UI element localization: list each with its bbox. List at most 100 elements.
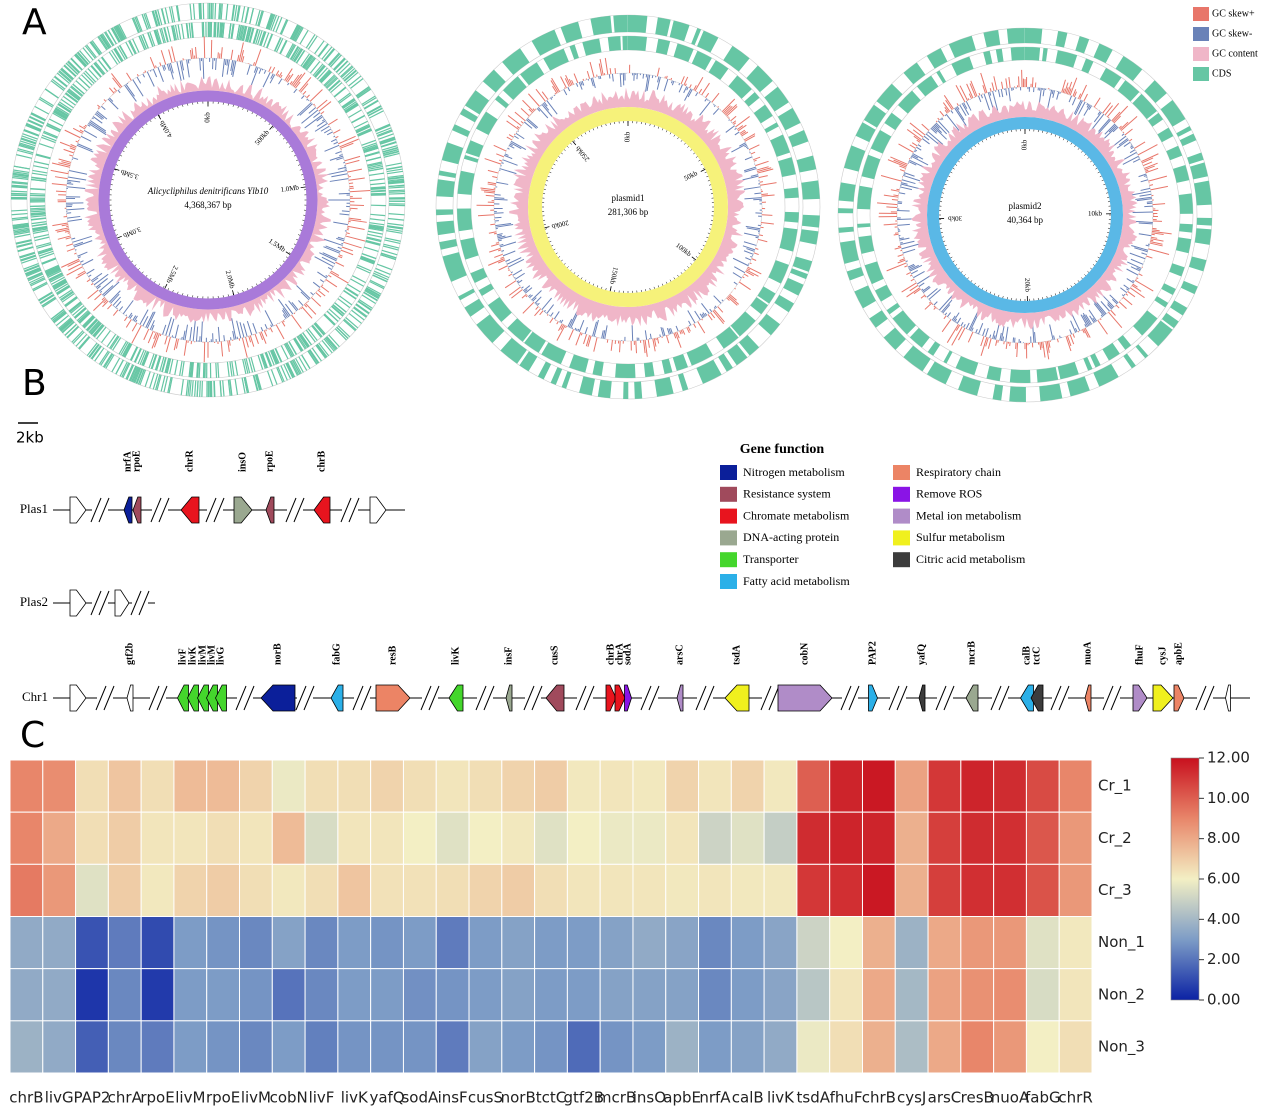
cds bbox=[323, 338, 335, 352]
gc-skew bbox=[911, 269, 919, 275]
gc-skew bbox=[282, 308, 290, 318]
gc-skew bbox=[556, 321, 559, 325]
cds bbox=[287, 362, 296, 378]
cds bbox=[30, 205, 46, 208]
cds bbox=[32, 225, 48, 230]
cds bbox=[289, 24, 299, 40]
cds bbox=[292, 359, 301, 375]
gene-arrow bbox=[187, 684, 199, 712]
heatmap-cell bbox=[960, 916, 995, 970]
gc-skew bbox=[1084, 323, 1087, 328]
slash bbox=[348, 497, 360, 523]
column-label: livG bbox=[45, 1089, 74, 1107]
gc-skew bbox=[684, 83, 687, 87]
minor-tick bbox=[182, 104, 184, 107]
gc-skew bbox=[268, 66, 272, 72]
gc-skew bbox=[1104, 125, 1118, 139]
gc-skew bbox=[293, 312, 296, 315]
cds bbox=[38, 250, 54, 257]
cds bbox=[983, 29, 1001, 48]
cds bbox=[356, 266, 371, 274]
cds bbox=[344, 287, 359, 297]
cds bbox=[144, 12, 152, 29]
cds bbox=[1161, 312, 1179, 329]
gc-skew bbox=[556, 325, 566, 341]
heatmap-cell bbox=[796, 759, 831, 813]
cds bbox=[1036, 366, 1059, 383]
cds bbox=[569, 354, 589, 373]
cds bbox=[369, 172, 385, 176]
gc-skew bbox=[1129, 252, 1146, 260]
cds bbox=[32, 169, 48, 174]
gc-skew bbox=[111, 73, 123, 88]
cds bbox=[271, 349, 279, 364]
gc-skew bbox=[68, 263, 82, 271]
gc-skew bbox=[580, 332, 583, 336]
gc-skew bbox=[314, 256, 334, 268]
gc-skew bbox=[1140, 187, 1151, 191]
cds bbox=[294, 27, 304, 42]
cds bbox=[369, 280, 385, 290]
cds bbox=[285, 343, 294, 357]
cds bbox=[361, 139, 376, 146]
gc-skew bbox=[223, 335, 225, 342]
gc-skew bbox=[1122, 296, 1133, 306]
gc-skew bbox=[348, 217, 362, 221]
cds bbox=[168, 377, 173, 394]
cds bbox=[376, 127, 392, 135]
gc-skew bbox=[279, 74, 283, 79]
cds bbox=[41, 134, 57, 142]
gc-skew bbox=[750, 151, 756, 155]
gc-skew bbox=[1151, 230, 1172, 235]
cds bbox=[135, 16, 143, 32]
gc-skew bbox=[535, 302, 538, 305]
gc-skew bbox=[551, 96, 553, 99]
minor-tick bbox=[247, 109, 249, 112]
gc-skew bbox=[337, 236, 345, 240]
gc-skew bbox=[91, 117, 94, 120]
cds bbox=[94, 347, 105, 362]
gc-skew bbox=[506, 136, 513, 141]
minor-tick bbox=[1101, 179, 1104, 182]
gene-label: cysJ bbox=[1157, 647, 1168, 665]
gc-skew bbox=[149, 70, 152, 72]
cds bbox=[840, 240, 860, 264]
gc-skew bbox=[742, 276, 745, 279]
cds bbox=[287, 44, 297, 59]
minor-tick bbox=[128, 256, 131, 259]
gc-skew bbox=[1129, 138, 1133, 142]
gc-skew bbox=[536, 302, 540, 306]
minor-tick bbox=[242, 290, 244, 293]
cds bbox=[285, 363, 294, 379]
heatmap-cell bbox=[271, 759, 306, 813]
cds bbox=[367, 165, 383, 170]
gc-skew bbox=[1059, 91, 1061, 94]
cds bbox=[50, 276, 65, 285]
cds bbox=[312, 63, 324, 76]
slash bbox=[648, 685, 660, 711]
cds bbox=[198, 3, 201, 20]
cds bbox=[380, 252, 397, 259]
cds bbox=[909, 327, 930, 348]
gc-skew bbox=[657, 76, 660, 83]
gc-skew bbox=[721, 98, 736, 113]
gc-skew bbox=[262, 72, 271, 88]
cds bbox=[289, 360, 299, 376]
minor-tick bbox=[677, 274, 679, 277]
gc-skew bbox=[1081, 329, 1085, 334]
gc-skew bbox=[1016, 342, 1019, 358]
gc-skew bbox=[897, 254, 904, 257]
gc-skew bbox=[965, 322, 970, 329]
cds bbox=[25, 124, 41, 132]
gc-skew bbox=[504, 154, 513, 160]
minor-tick bbox=[680, 272, 683, 274]
gc-skew bbox=[510, 142, 522, 150]
gc-skew bbox=[488, 258, 505, 266]
cds bbox=[948, 35, 977, 58]
cds bbox=[344, 103, 359, 113]
gc-skew bbox=[67, 215, 81, 219]
minor-tick bbox=[276, 130, 278, 132]
cds bbox=[1115, 56, 1143, 82]
cds bbox=[357, 129, 372, 137]
cds bbox=[240, 25, 245, 41]
